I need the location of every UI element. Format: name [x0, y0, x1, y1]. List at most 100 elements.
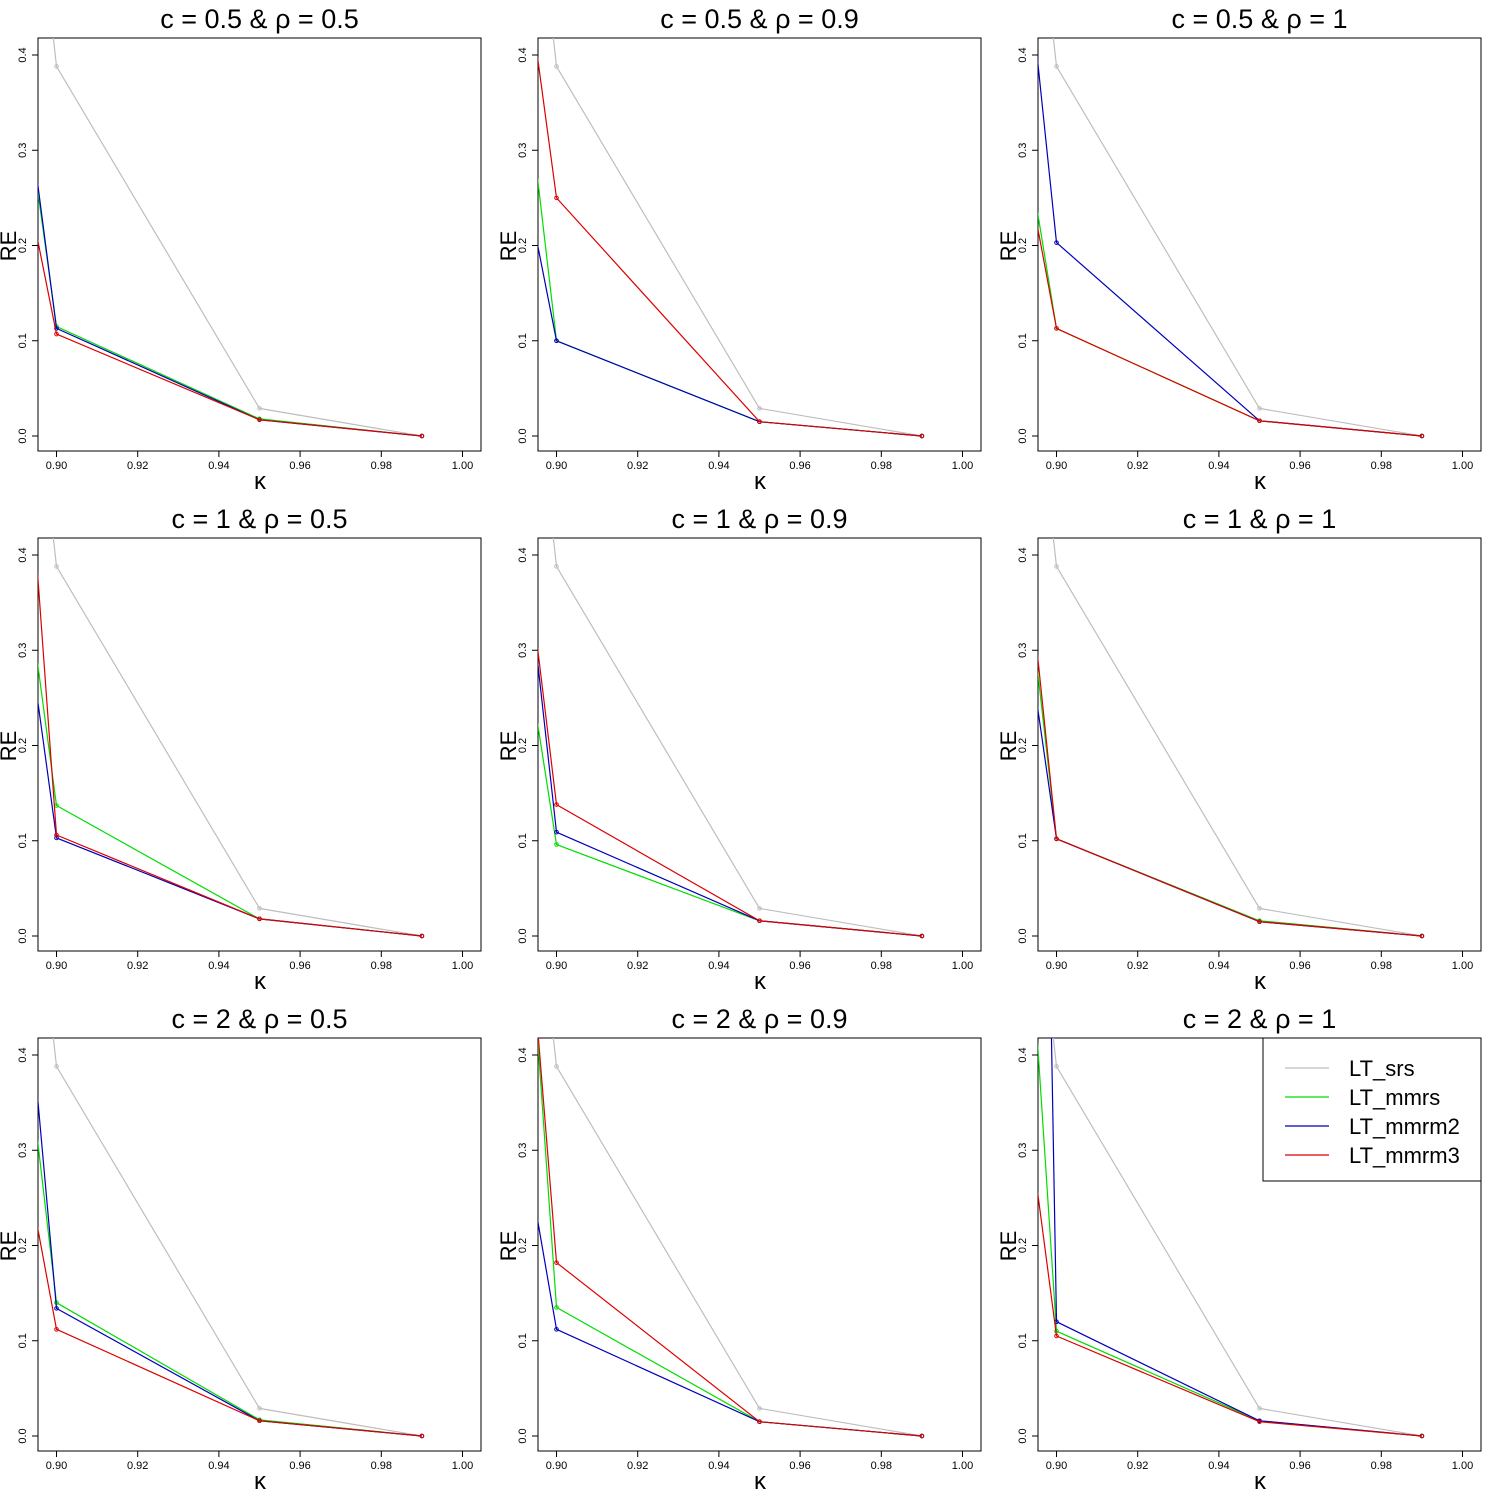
- data-point: [1054, 326, 1059, 331]
- data-point: [554, 64, 559, 69]
- x-tick-label: 0.96: [789, 1460, 810, 1472]
- y-axis-label: RE: [0, 231, 21, 262]
- x-tick-label: 0.94: [208, 1460, 229, 1472]
- y-tick-label: 0.1: [17, 333, 29, 348]
- x-tick-label: 0.96: [789, 460, 810, 472]
- x-tick-label: 1.00: [952, 1460, 973, 1472]
- y-axis-label: RE: [0, 1231, 21, 1262]
- data-point: [257, 916, 262, 922]
- y-tick-label: 0.2: [1017, 738, 1029, 753]
- y-tick-label: 0.4: [17, 547, 29, 562]
- x-tick-label: 0.98: [871, 1460, 892, 1472]
- y-tick-label: 0.3: [517, 1143, 529, 1158]
- data-point: [757, 918, 762, 924]
- x-tick-label: 0.98: [1371, 460, 1392, 472]
- data-point: [257, 406, 262, 411]
- x-tick-label: 0.92: [1127, 1460, 1148, 1472]
- data-point: [257, 1406, 262, 1411]
- y-axis-label: RE: [496, 731, 521, 762]
- panel-title: c = 1 & ρ = 1: [1183, 504, 1336, 534]
- plot-frame: [1037, 37, 1482, 452]
- panel-title: c = 1 & ρ = 0.5: [172, 504, 348, 534]
- series-line-LT_srs: [52, 538, 423, 937]
- y-tick-label: 0.3: [517, 643, 529, 658]
- y-tick-label: 0.2: [517, 238, 529, 253]
- data-point: [1257, 406, 1262, 411]
- series-line-LT_srs: [1052, 538, 1423, 937]
- series-line-LT_srs: [552, 538, 923, 937]
- y-tick-label: 0.1: [517, 833, 529, 848]
- y-tick-label: 0.0: [1017, 1428, 1029, 1443]
- x-tick-label: 0.96: [789, 960, 810, 972]
- panel-title: c = 2 & ρ = 0.9: [672, 1004, 848, 1034]
- x-tick-label: 0.98: [1371, 960, 1392, 972]
- series-line-LT_srs: [52, 38, 423, 437]
- x-tick-label: 0.90: [46, 960, 67, 972]
- y-tick-label: 0.4: [1017, 547, 1029, 562]
- data-point: [1257, 919, 1262, 925]
- x-axis-label: κ: [254, 968, 267, 995]
- plot-frame: [37, 537, 482, 952]
- data-point: [757, 406, 762, 411]
- series-line-LT_mmrm2: [538, 1218, 922, 1437]
- plot-frame: [537, 1037, 982, 1452]
- plot-area: [1038, 1038, 1425, 1439]
- x-tick-label: 0.96: [289, 1460, 310, 1472]
- y-tick-label: 0.1: [517, 1333, 529, 1348]
- x-tick-label: 1.00: [452, 960, 473, 972]
- y-tick-label: 0.4: [1017, 1047, 1029, 1062]
- data-point: [54, 832, 59, 838]
- x-tick-label: 0.92: [127, 460, 148, 472]
- series-line-LT_srs: [552, 1038, 923, 1437]
- y-tick-label: 0.2: [17, 1238, 29, 1253]
- data-point: [757, 419, 762, 425]
- x-tick-label: 0.98: [1371, 1460, 1392, 1472]
- y-tick-label: 0.1: [17, 833, 29, 848]
- y-axis-label: RE: [496, 1231, 521, 1262]
- x-axis-label: κ: [754, 968, 767, 995]
- x-tick-label: 0.90: [546, 460, 567, 472]
- y-tick-label: 0.3: [17, 143, 29, 158]
- plot-frame: [1037, 1037, 1482, 1452]
- data-point: [757, 1406, 762, 1411]
- y-tick-label: 0.2: [517, 738, 529, 753]
- y-tick-label: 0.3: [1017, 1143, 1029, 1158]
- x-tick-label: 0.98: [371, 1460, 392, 1472]
- plot-area: [538, 38, 925, 439]
- series-line-LT_mmrm3: [538, 1038, 922, 1437]
- plot-area: [1038, 538, 1425, 939]
- x-tick-label: 1.00: [452, 1460, 473, 1472]
- data-point: [257, 417, 262, 423]
- x-axis-label: κ: [754, 1468, 767, 1495]
- panel-title: c = 2 & ρ = 0.5: [172, 1004, 348, 1034]
- x-tick-label: 0.92: [127, 960, 148, 972]
- y-tick-label: 0.1: [517, 333, 529, 348]
- panel-2: c = 0.5 & ρ = 0.9 0.90 0.92 0.94 0.96 0.98 1.0…: [496, 4, 982, 495]
- legend: LT_srs LT_mmrs LT_mmrm2 LT_mmrm3: [1262, 1037, 1482, 1182]
- data-point: [1419, 433, 1425, 439]
- data-point: [1054, 240, 1059, 245]
- series-line-LT_mmrm3: [1038, 1190, 1422, 1437]
- plot-area: [1038, 38, 1425, 439]
- x-tick-label: 1.00: [952, 460, 973, 472]
- x-tick-label: 0.94: [208, 460, 229, 472]
- x-tick-label: 0.92: [1127, 960, 1148, 972]
- panel-8: c = 2 & ρ = 0.9 0.90 0.92 0.94 0.96 0.98 1.00 0…: [496, 1004, 982, 1495]
- data-point: [54, 1306, 59, 1311]
- legend-label: LT_mmrm3: [1349, 1143, 1460, 1168]
- x-axis-label: κ: [254, 468, 267, 495]
- data-point: [54, 326, 59, 331]
- y-tick-label: 0.0: [17, 928, 29, 943]
- data-point: [554, 1327, 559, 1332]
- y-tick-label: 0.2: [517, 1238, 529, 1253]
- series-line-LT_mmrm2: [1038, 706, 1422, 937]
- x-tick-label: 0.92: [627, 460, 648, 472]
- series-line-LT_mmrs: [38, 661, 422, 937]
- series-line-LT_mmrs: [1038, 668, 1422, 937]
- panel-3: c = 0.5 & ρ = 1 0.90 0.92 0.94 0.96 0.98 1.00 0…: [996, 4, 1482, 495]
- x-tick-label: 1.00: [952, 960, 973, 972]
- series-line-LT_mmrs: [38, 188, 422, 437]
- data-point: [919, 933, 925, 939]
- panel-title: c = 0.5 & ρ = 0.5: [160, 4, 358, 34]
- data-point: [554, 829, 559, 835]
